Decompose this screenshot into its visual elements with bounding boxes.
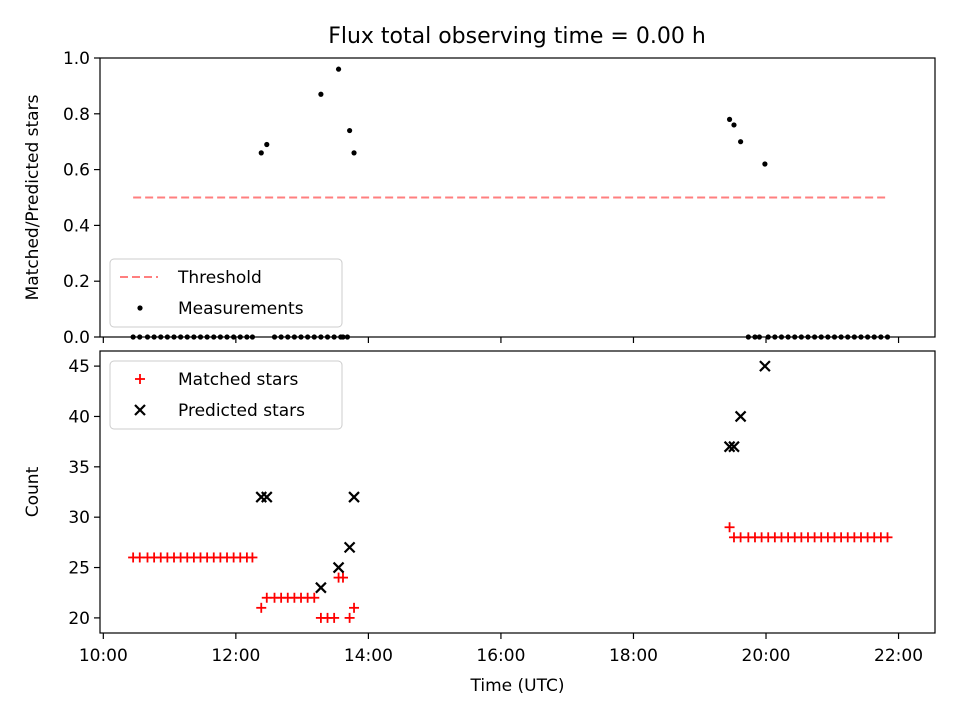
legend-box	[109, 258, 343, 328]
y-axis-label: Matched/Predicted stars	[23, 94, 43, 300]
x-tick-label: 10:00	[79, 646, 128, 666]
figure-title: Flux total observing time = 0.00 h	[328, 24, 706, 49]
data-point	[315, 581, 327, 594]
data-point	[726, 116, 733, 122]
y-tick-label: 20	[68, 609, 90, 629]
data-point	[347, 127, 353, 134]
legend: Matched stars Predicted stars	[109, 360, 343, 430]
data-point	[759, 360, 771, 372]
data-point-b	[723, 440, 736, 453]
data-point-b	[348, 491, 360, 503]
data-point	[734, 410, 747, 423]
y-tick-label: 0.8	[63, 105, 90, 125]
y-tick-label: 1.0	[63, 49, 90, 69]
bottom-panel: 20 25 30 35 40 45 10:00 12:00 14:00 16:00 18:00 20:…	[23, 350, 936, 696]
data-point	[256, 602, 267, 613]
legend-label: Measurements	[178, 299, 304, 319]
top-panel: 0.0 0.2 0.4 0.6 0.8 1.0 Matched/Predicted star…	[23, 49, 936, 348]
data-point	[329, 612, 340, 623]
y-tick-label: 25	[68, 559, 90, 579]
y-tick-label: 0.0	[63, 328, 90, 348]
data-point	[731, 122, 737, 128]
y-tick-label: 30	[68, 508, 90, 528]
axes-frame	[99, 57, 936, 338]
x-tick-label: 20:00	[742, 646, 791, 666]
x-axis-label: Time (UTC)	[470, 676, 565, 696]
axes-frame	[99, 350, 936, 634]
y-tick-label: 45	[68, 357, 90, 377]
data-point-b	[315, 581, 327, 594]
legend-swatch-dot	[137, 305, 143, 311]
x-tick-label: 12:00	[211, 646, 260, 666]
data-point	[332, 561, 345, 574]
x-tick-label: 18:00	[609, 646, 658, 666]
data-point	[261, 491, 273, 503]
data-point	[762, 161, 768, 167]
legend-swatch-x-b	[134, 404, 146, 416]
x-tick-label: 14:00	[344, 646, 393, 666]
legend-box	[109, 360, 343, 430]
data-point	[724, 522, 735, 533]
series-matched-stars	[128, 522, 893, 623]
legend-label: Predicted stars	[178, 401, 305, 421]
data-point	[309, 592, 320, 603]
data-point	[343, 541, 356, 554]
legend: Threshold Measurements	[109, 258, 343, 328]
legend-label: Threshold	[177, 268, 262, 288]
data-point	[264, 141, 270, 148]
data-point-b	[343, 541, 356, 554]
y-tick-label: 0.2	[63, 272, 90, 292]
data-point	[318, 91, 324, 97]
data-point-b	[728, 440, 740, 453]
data-point	[723, 440, 736, 453]
data-point	[247, 552, 258, 563]
data-point	[349, 602, 360, 613]
data-point-b	[261, 491, 273, 503]
data-point	[882, 532, 893, 543]
x-tick-label: 16:00	[476, 646, 525, 666]
series-predicted-stars	[255, 360, 771, 594]
data-point-b	[332, 561, 345, 574]
x-tick-label: 22:00	[874, 646, 923, 666]
y-tick-label: 0.4	[63, 216, 90, 236]
data-point	[738, 139, 744, 145]
y-tick-label: 0.6	[63, 161, 90, 181]
data-point	[344, 612, 355, 623]
data-point	[337, 572, 348, 583]
legend-label: Matched stars	[178, 370, 298, 390]
y-tick-label: 40	[68, 407, 90, 427]
data-point	[348, 491, 360, 503]
data-point	[351, 150, 357, 156]
data-point	[335, 66, 342, 72]
y-axis-label: Count	[23, 466, 43, 517]
y-tick-label: 35	[68, 458, 90, 478]
data-point-b	[759, 360, 771, 372]
data-point	[258, 150, 264, 156]
data-point	[728, 440, 740, 453]
data-point-b	[734, 410, 747, 423]
